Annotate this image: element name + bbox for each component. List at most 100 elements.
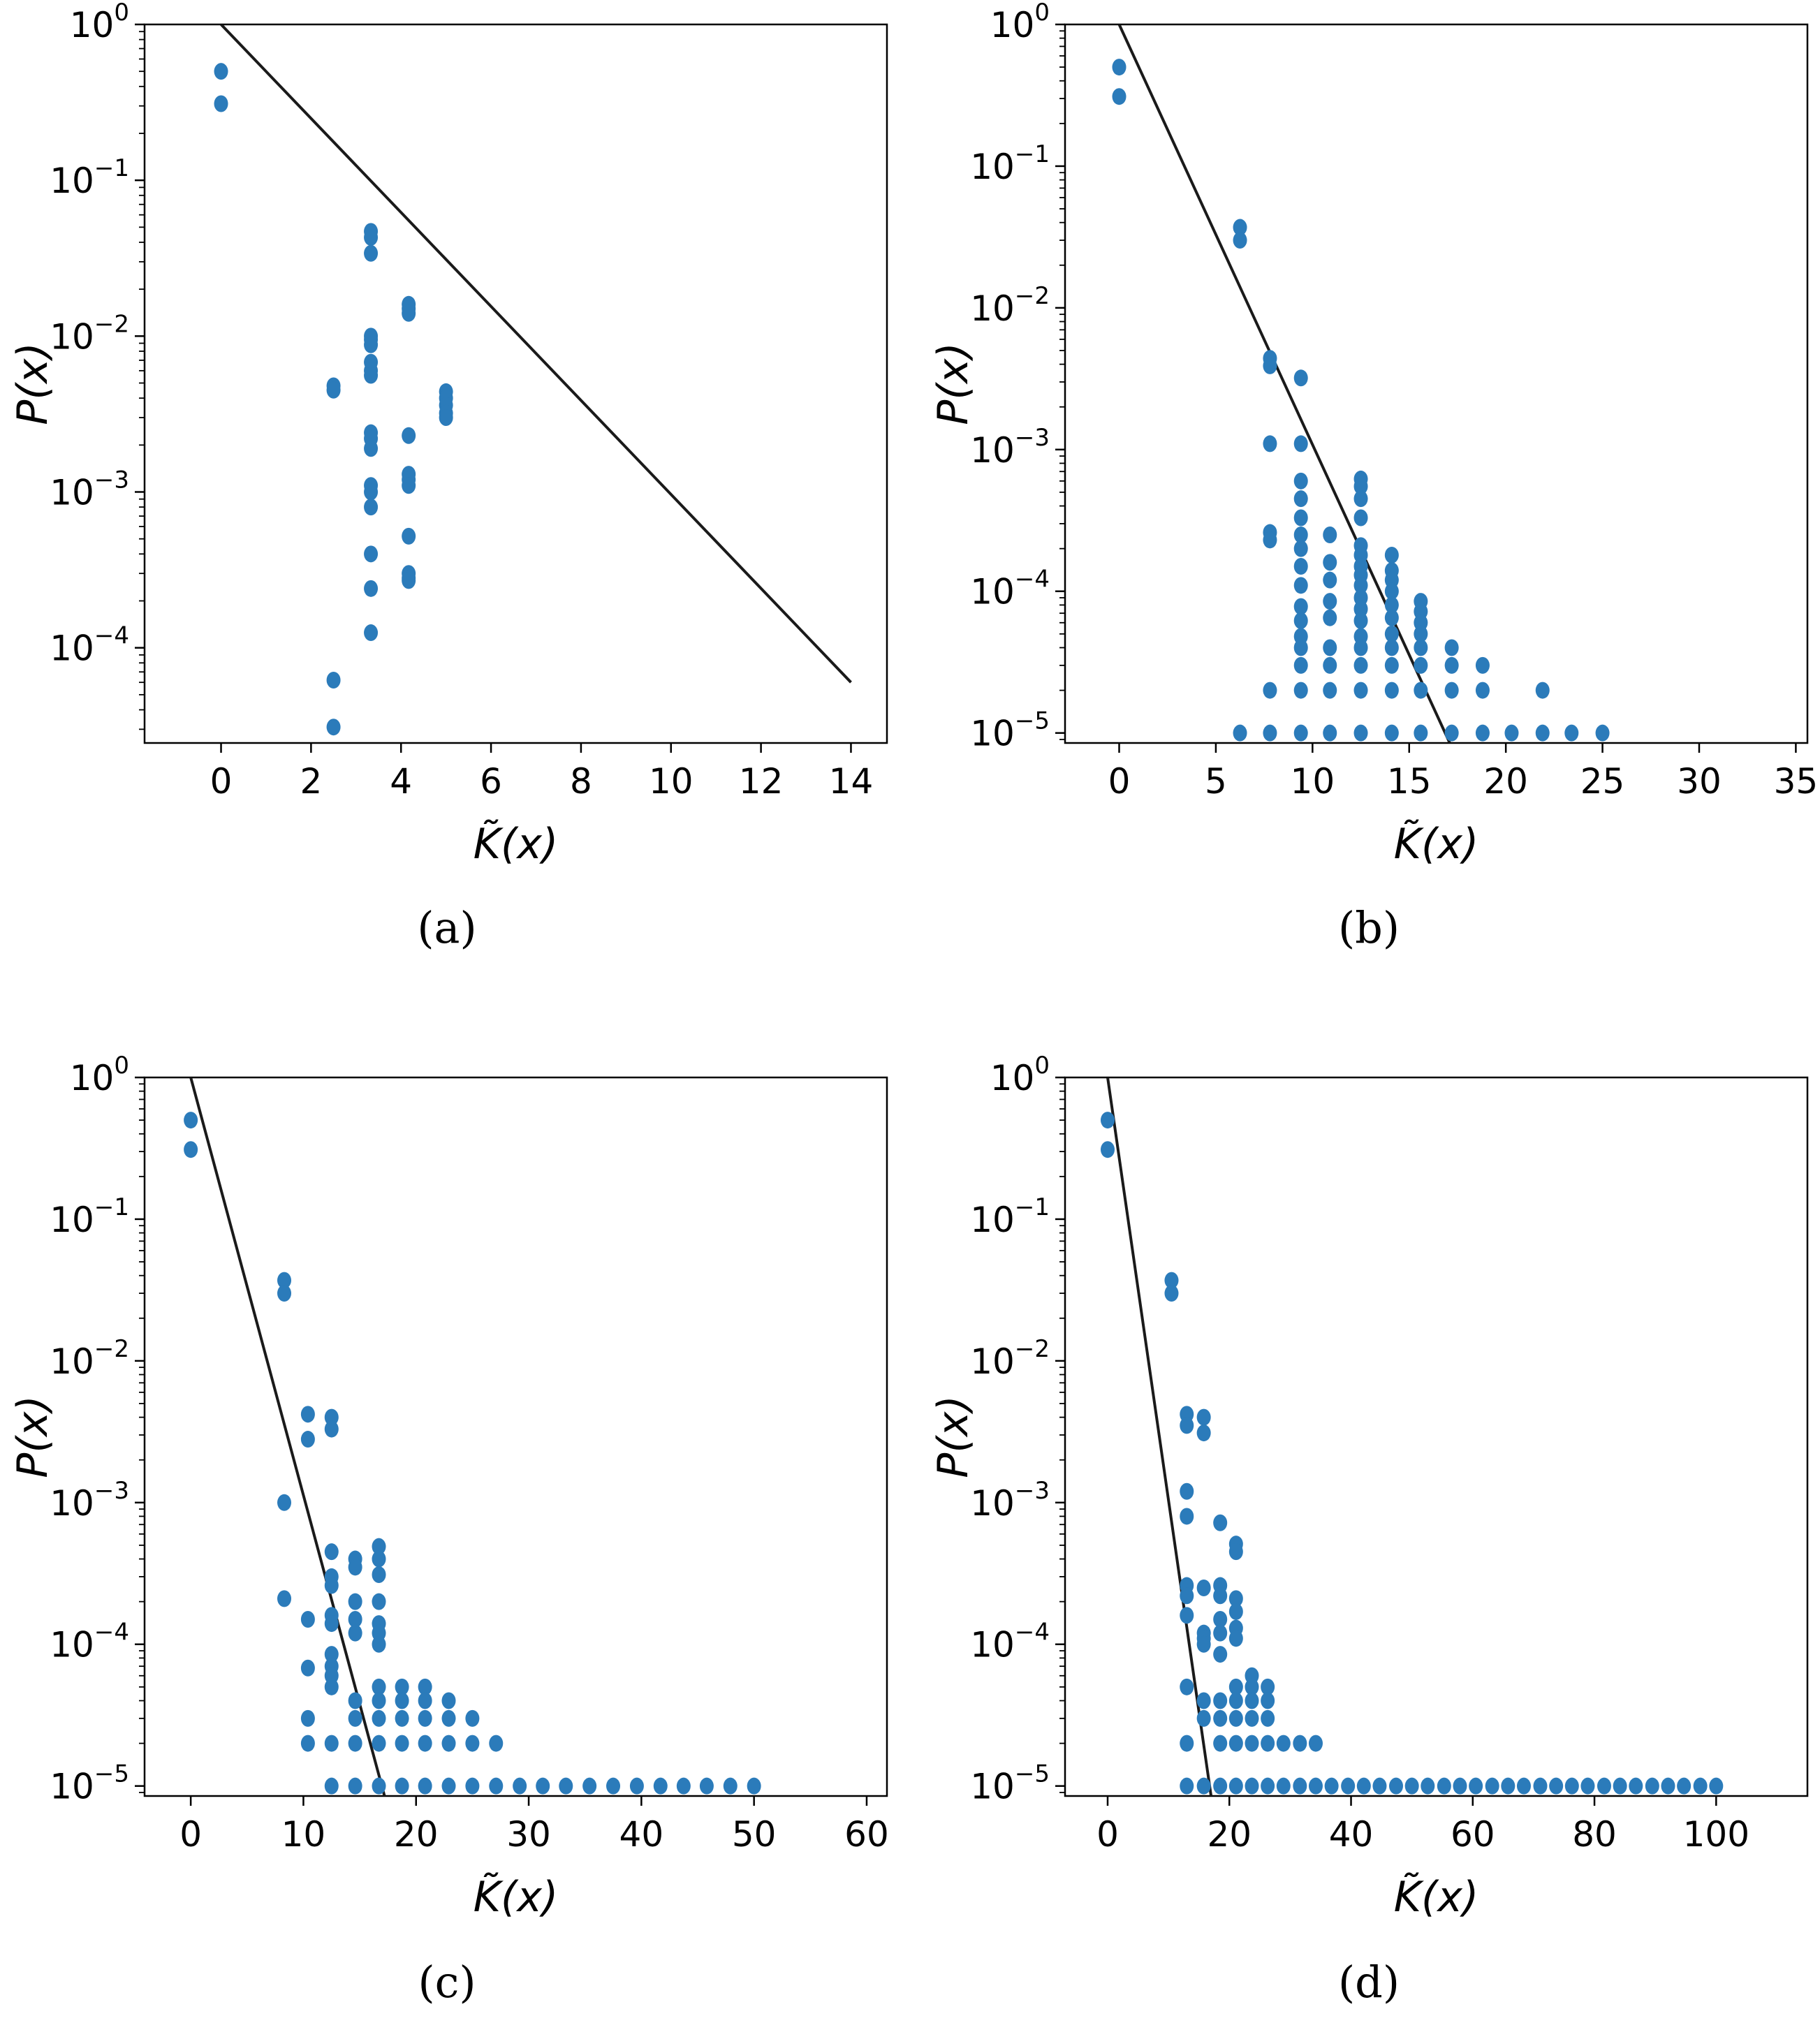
data-point xyxy=(1475,724,1490,742)
data-point xyxy=(441,1709,456,1727)
x-tick-label: 10 xyxy=(649,761,693,802)
data-point xyxy=(1533,1777,1548,1795)
y-tick-label: 10−4 xyxy=(50,1619,129,1665)
data-point xyxy=(1100,1141,1115,1158)
data-point xyxy=(1261,1777,1275,1795)
data-point xyxy=(465,1735,480,1752)
data-point xyxy=(348,1709,362,1727)
data-point xyxy=(1228,1735,1243,1752)
data-point xyxy=(418,1709,432,1727)
data-point xyxy=(1323,639,1337,656)
data-point xyxy=(1263,724,1277,742)
x-tick-label: 30 xyxy=(1677,761,1722,802)
data-point xyxy=(1196,1635,1211,1653)
data-point xyxy=(348,1559,362,1576)
data-point xyxy=(1324,1777,1339,1795)
data-point xyxy=(1353,509,1368,527)
data-point xyxy=(348,1624,362,1642)
data-point xyxy=(1564,724,1579,742)
data-point xyxy=(324,1615,339,1633)
data-point xyxy=(1353,478,1368,495)
data-point xyxy=(372,1550,386,1568)
data-point xyxy=(1356,1777,1371,1795)
data-point xyxy=(1613,1777,1627,1795)
data-point xyxy=(402,427,416,444)
y-axis-label: P(x) xyxy=(8,342,57,425)
data-point xyxy=(1709,1777,1724,1795)
data-point xyxy=(364,244,379,262)
data-point xyxy=(300,1611,315,1628)
data-point xyxy=(1475,656,1490,674)
data-point xyxy=(326,381,341,399)
data-point xyxy=(1293,577,1308,594)
data-point xyxy=(1233,232,1247,249)
data-point xyxy=(1308,1735,1323,1752)
y-tick-label: 10−5 xyxy=(970,1760,1050,1807)
data-point xyxy=(1293,656,1308,674)
data-point xyxy=(1228,1630,1243,1647)
data-point xyxy=(1228,1777,1243,1795)
data-point xyxy=(1384,724,1399,742)
x-tick-label: 30 xyxy=(506,1814,551,1855)
y-tick-label: 10−3 xyxy=(970,424,1050,471)
data-point xyxy=(364,483,379,501)
data-point xyxy=(372,1566,386,1584)
data-point xyxy=(653,1777,668,1795)
y-tick-label: 10−3 xyxy=(50,466,129,513)
x-tick-label: 10 xyxy=(1291,761,1335,802)
data-point xyxy=(489,1735,504,1752)
data-point xyxy=(1388,1777,1403,1795)
data-point xyxy=(676,1777,691,1795)
data-point xyxy=(1100,1112,1115,1129)
data-point xyxy=(1293,724,1308,742)
plot-frame xyxy=(143,1076,888,1797)
data-point xyxy=(1180,1508,1194,1525)
data-point xyxy=(1261,1692,1275,1709)
data-point xyxy=(1233,724,1247,742)
data-point xyxy=(324,1777,339,1795)
data-point xyxy=(1661,1777,1675,1795)
fit-line xyxy=(189,1077,386,1796)
x-tick-label: 40 xyxy=(1329,1814,1374,1855)
data-point xyxy=(1384,546,1399,564)
plot-frame xyxy=(143,23,888,744)
data-point xyxy=(1196,1692,1211,1709)
data-point xyxy=(1404,1777,1419,1795)
data-point xyxy=(300,1659,315,1677)
x-tick-label: 8 xyxy=(570,761,592,802)
data-point xyxy=(1353,682,1368,699)
data-point xyxy=(1384,609,1399,626)
panel-caption: (a) xyxy=(417,902,476,953)
data-point xyxy=(1384,596,1399,614)
data-point xyxy=(1437,1777,1451,1795)
x-axis-label: K̃(x) xyxy=(474,1872,559,1922)
panel-c: 0 10 20 30 40 50 60 100 10−1 10−2 10−3 10−4 10−5 P(x)… xyxy=(8,1052,889,2008)
y-tick-label: 10−4 xyxy=(50,622,129,669)
data-point xyxy=(364,336,379,353)
data-point xyxy=(395,1709,409,1727)
data-point xyxy=(1323,656,1337,674)
data-point xyxy=(489,1777,504,1795)
data-point xyxy=(1213,1709,1228,1727)
data-point xyxy=(1677,1777,1691,1795)
data-point xyxy=(1276,1777,1291,1795)
data-point xyxy=(1263,435,1277,452)
data-point xyxy=(1341,1777,1356,1795)
data-point xyxy=(1353,612,1368,629)
y-tick-label: 100 xyxy=(70,1052,129,1098)
data-point xyxy=(1196,1579,1211,1596)
y-tick-label: 10−4 xyxy=(970,566,1050,612)
data-point xyxy=(1414,639,1428,656)
data-point xyxy=(372,1538,386,1555)
x-tick-label: 0 xyxy=(179,1814,202,1855)
data-point xyxy=(1213,1735,1228,1752)
data-point xyxy=(1245,1678,1259,1695)
data-point xyxy=(1475,682,1490,699)
data-point xyxy=(1180,1735,1194,1752)
data-point xyxy=(441,1692,456,1709)
x-tick-label: 0 xyxy=(1108,761,1131,802)
data-point xyxy=(324,1678,339,1695)
data-point xyxy=(364,580,379,597)
data-point xyxy=(1245,1777,1259,1795)
data-point xyxy=(1196,1777,1211,1795)
